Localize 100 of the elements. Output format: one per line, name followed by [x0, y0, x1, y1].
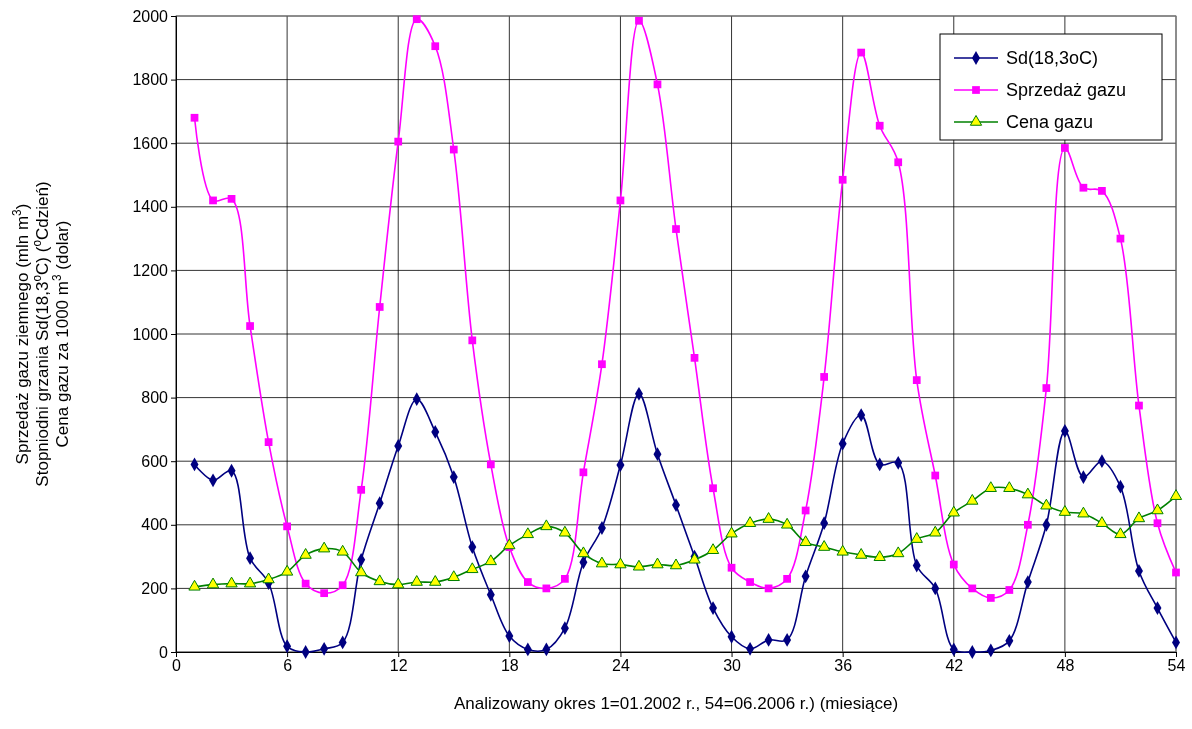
point — [243, 576, 257, 588]
point — [651, 557, 664, 569]
x-tick-label: 30 — [723, 657, 742, 675]
point — [1114, 527, 1127, 539]
point — [1151, 503, 1164, 515]
point — [780, 517, 794, 529]
point — [486, 460, 495, 469]
point — [1040, 498, 1053, 510]
point — [1021, 487, 1034, 499]
y-tick-label: 800 — [141, 389, 169, 407]
y-tick-label: 600 — [141, 452, 169, 470]
point — [540, 519, 553, 531]
y-tick-label: 0 — [159, 643, 169, 661]
legend-label: Sd(18,3oC) — [1006, 48, 1099, 68]
point — [836, 544, 849, 556]
point — [986, 594, 995, 602]
legend-label: Sprzedaż gazu — [1006, 80, 1127, 100]
point — [429, 575, 442, 586]
point — [262, 572, 275, 584]
point — [468, 336, 477, 345]
y-tick-label: 1000 — [132, 325, 169, 343]
y-tick-label: 2000 — [132, 7, 169, 25]
point — [246, 322, 254, 330]
x-tick-label: 54 — [1167, 657, 1186, 675]
point — [299, 548, 312, 559]
point — [373, 574, 386, 586]
point — [709, 484, 717, 493]
point — [375, 303, 384, 311]
point — [410, 575, 423, 586]
point — [912, 376, 921, 384]
y-tick-label: 400 — [141, 516, 169, 534]
point — [523, 578, 532, 586]
point — [762, 512, 775, 523]
y-tick-label: 1400 — [132, 198, 169, 216]
point — [820, 373, 829, 381]
point — [558, 525, 572, 537]
point — [1153, 519, 1162, 528]
point — [632, 559, 646, 571]
point — [783, 574, 791, 583]
point — [392, 577, 405, 589]
point — [1135, 401, 1143, 410]
point — [484, 554, 497, 566]
point — [669, 558, 683, 570]
point — [838, 175, 847, 184]
point — [892, 546, 905, 558]
point — [818, 540, 831, 551]
x-tick-label: 0 — [172, 657, 182, 675]
point — [949, 560, 958, 569]
point — [577, 546, 590, 558]
x-tick-label: 48 — [1056, 657, 1075, 675]
point — [1132, 511, 1146, 523]
point — [1098, 187, 1106, 195]
y-tick-label: 1200 — [132, 262, 169, 280]
point — [984, 481, 997, 492]
point — [727, 563, 736, 572]
point — [706, 543, 720, 554]
point — [466, 562, 479, 574]
y-tick-label: 1600 — [132, 134, 169, 152]
point — [521, 527, 534, 539]
point — [449, 145, 458, 154]
point — [209, 196, 217, 205]
point — [188, 579, 201, 591]
point — [283, 522, 291, 531]
point — [875, 121, 884, 130]
x-tick-label: 42 — [945, 657, 964, 675]
y-tick-label: 1800 — [132, 71, 169, 89]
point — [394, 137, 403, 146]
point — [1023, 520, 1032, 529]
point — [320, 589, 329, 598]
point — [894, 158, 903, 167]
point — [929, 525, 942, 537]
point — [542, 584, 551, 593]
point — [1172, 568, 1180, 577]
point — [910, 532, 923, 543]
x-tick-label: 18 — [500, 657, 519, 675]
point — [799, 535, 812, 547]
point — [1095, 516, 1109, 527]
point — [206, 577, 220, 589]
point — [595, 556, 609, 568]
point — [357, 485, 366, 494]
point — [190, 113, 199, 122]
point — [857, 48, 866, 57]
point — [614, 557, 627, 569]
point — [966, 493, 979, 505]
point — [653, 80, 662, 89]
legend-label: Cena gazu — [1006, 112, 1094, 132]
x-axis-title: Analizowany okres 1=01.2002 r., 54=06.2006 r.) (miesiące) — [453, 694, 899, 713]
point — [855, 548, 868, 559]
point — [355, 565, 368, 577]
point — [968, 584, 977, 593]
point — [1042, 384, 1051, 392]
point — [1003, 481, 1016, 492]
point — [746, 578, 754, 586]
y-tick-label: 200 — [141, 580, 169, 598]
point — [1169, 489, 1183, 500]
point — [743, 516, 757, 527]
point — [431, 42, 440, 51]
point — [318, 541, 331, 553]
point — [1005, 586, 1014, 594]
point — [447, 570, 460, 582]
